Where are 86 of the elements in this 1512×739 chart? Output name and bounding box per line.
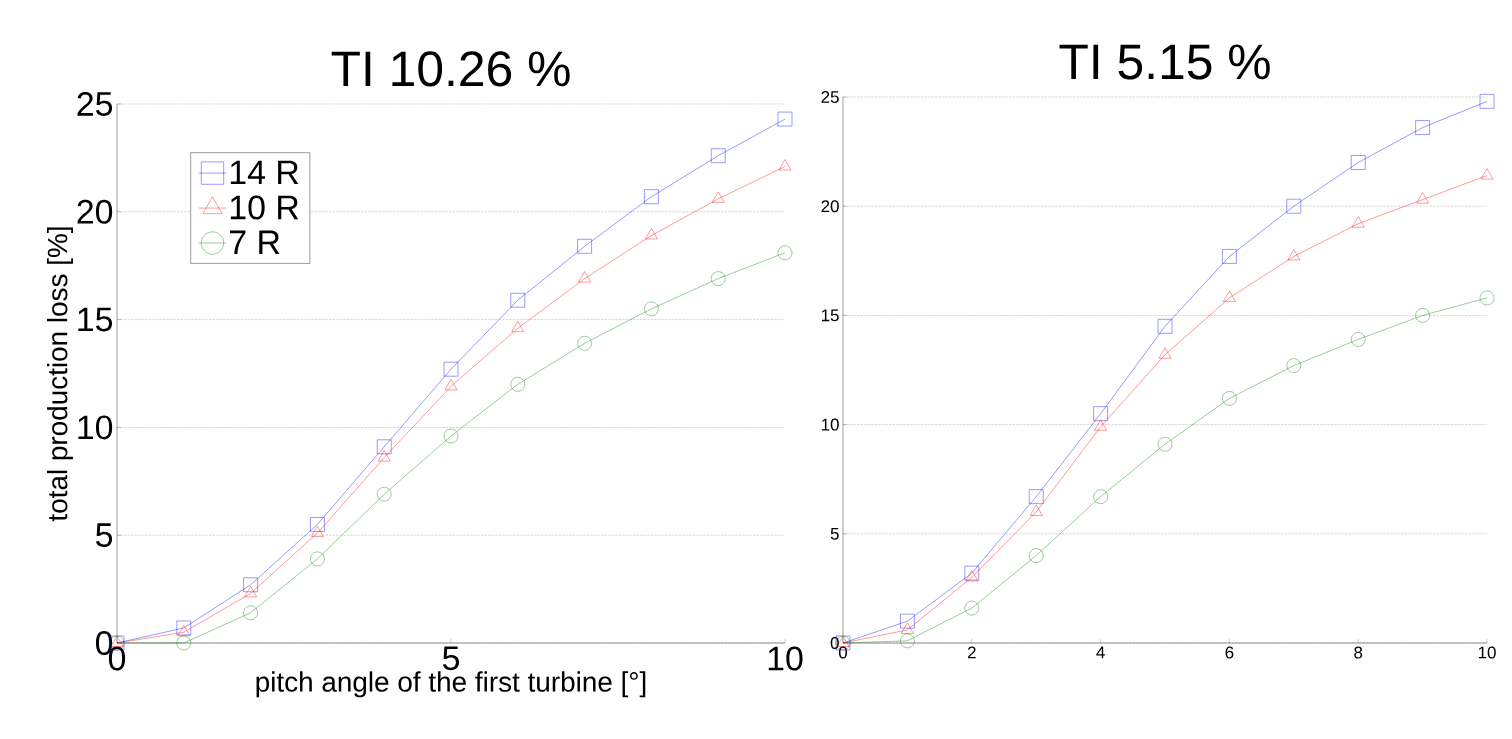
point bbox=[577, 239, 592, 254]
point bbox=[510, 377, 525, 392]
point bbox=[1351, 155, 1366, 170]
point bbox=[1094, 419, 1107, 431]
point bbox=[443, 428, 459, 444]
point bbox=[644, 301, 659, 317]
x-tick-label: 8 bbox=[1354, 646, 1363, 659]
point bbox=[1286, 358, 1302, 373]
x-tick-label: 10 bbox=[1478, 646, 1496, 659]
point bbox=[310, 517, 325, 532]
x-tick-label: 5 bbox=[442, 646, 460, 671]
y-tick-label: 20 bbox=[77, 199, 113, 224]
point bbox=[1157, 319, 1173, 334]
y-tick-label: 0 bbox=[830, 637, 839, 649]
point bbox=[964, 565, 980, 581]
x-tick-label: 6 bbox=[1225, 646, 1234, 659]
x-tick-label: 0 bbox=[838, 646, 848, 659]
x-tick-label: 4 bbox=[1096, 646, 1105, 659]
point bbox=[1222, 249, 1237, 264]
point bbox=[176, 620, 191, 636]
point bbox=[1479, 94, 1495, 109]
point bbox=[176, 635, 191, 651]
point bbox=[1416, 192, 1429, 204]
point bbox=[243, 605, 258, 621]
point bbox=[1158, 347, 1172, 359]
point bbox=[443, 361, 459, 377]
legend-label: 10 R bbox=[230, 195, 299, 220]
point bbox=[645, 228, 658, 240]
y-axis-title: total production loss [%] bbox=[46, 227, 73, 522]
point bbox=[900, 613, 915, 629]
y-tick-label: 15 bbox=[78, 307, 113, 332]
point bbox=[444, 379, 458, 391]
point bbox=[377, 439, 392, 454]
y-tick-label: 15 bbox=[821, 309, 839, 322]
point bbox=[778, 159, 792, 171]
point bbox=[644, 189, 659, 204]
point bbox=[777, 245, 793, 260]
point bbox=[578, 271, 591, 283]
point bbox=[1351, 332, 1366, 347]
x-axis-title: pitch angle of the first turbine [°] bbox=[256, 671, 646, 698]
y-tick-label: 25 bbox=[77, 92, 113, 116]
point bbox=[964, 600, 980, 616]
point bbox=[1222, 391, 1237, 406]
point bbox=[1286, 199, 1302, 214]
point bbox=[777, 111, 793, 127]
point bbox=[901, 622, 914, 634]
y-tick-label: 20 bbox=[821, 200, 839, 213]
y-tick-label: 5 bbox=[96, 523, 113, 548]
point bbox=[1029, 548, 1044, 563]
point bbox=[1480, 168, 1494, 180]
point bbox=[310, 551, 325, 567]
y-tick-label: 10 bbox=[78, 415, 113, 440]
point bbox=[1157, 437, 1173, 452]
chart-title: TI 5.15 % bbox=[1059, 44, 1270, 80]
y-tick-label: 10 bbox=[821, 418, 839, 431]
point bbox=[377, 450, 391, 462]
point bbox=[1223, 290, 1236, 302]
x-tick-label: 10 bbox=[768, 646, 803, 671]
point bbox=[1029, 489, 1044, 504]
point bbox=[711, 191, 725, 203]
point bbox=[511, 321, 525, 332]
point bbox=[1415, 308, 1430, 323]
y-tick-label: 25 bbox=[821, 91, 839, 103]
x-tick-label: 2 bbox=[967, 646, 976, 659]
point bbox=[1415, 120, 1430, 135]
point bbox=[311, 525, 324, 537]
point bbox=[1093, 406, 1108, 421]
point bbox=[1479, 290, 1495, 306]
point bbox=[377, 487, 392, 502]
point bbox=[711, 271, 726, 286]
y-tick-label: 5 bbox=[830, 527, 839, 540]
point bbox=[711, 148, 726, 163]
chart-title: TI 10.26 % bbox=[331, 51, 570, 87]
point bbox=[965, 570, 979, 582]
point bbox=[1093, 489, 1108, 504]
point bbox=[1351, 216, 1365, 228]
point bbox=[177, 625, 191, 636]
point bbox=[243, 577, 258, 592]
legend-label: 14 R bbox=[230, 160, 299, 184]
point bbox=[1029, 504, 1043, 516]
point bbox=[244, 586, 257, 598]
point bbox=[510, 292, 525, 308]
point bbox=[900, 633, 915, 649]
point bbox=[577, 336, 592, 351]
legend-label: 7 R bbox=[230, 230, 280, 254]
point bbox=[1287, 249, 1301, 261]
